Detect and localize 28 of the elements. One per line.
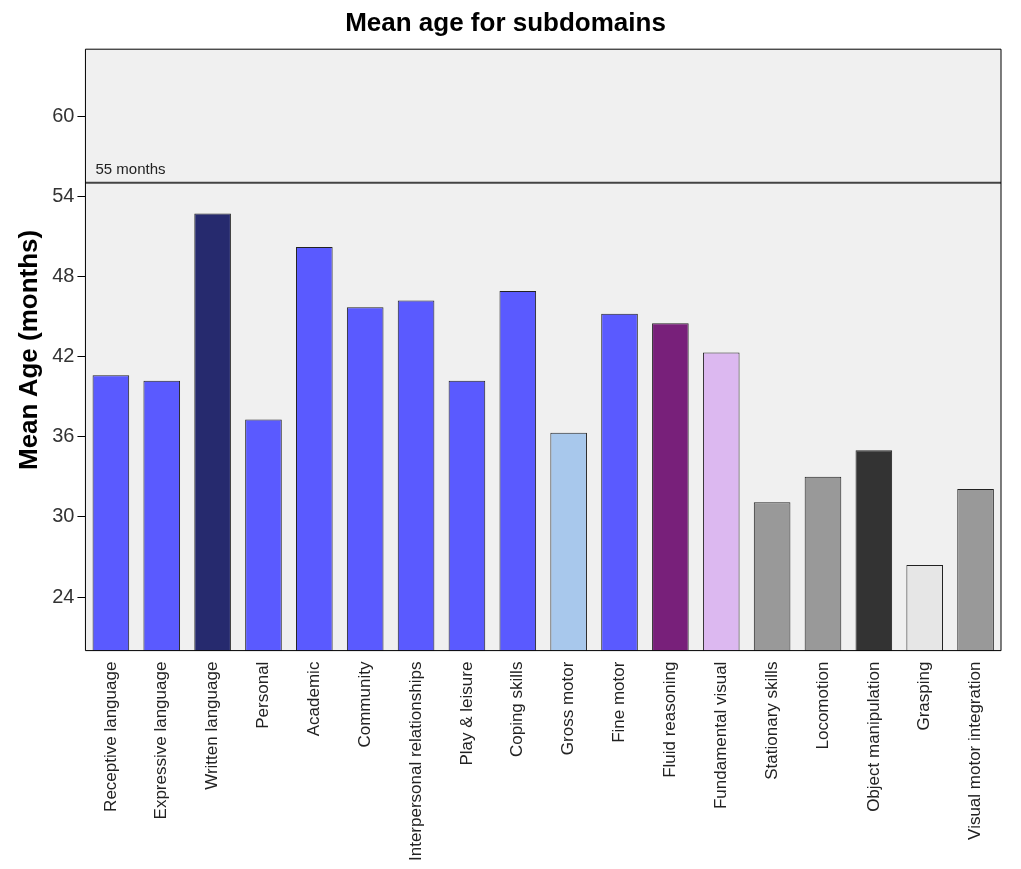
x-tick-label: Coping skills (507, 661, 527, 758)
x-tick-label: Receptive language (100, 661, 120, 812)
y-tick-label: 54 (52, 183, 75, 206)
y-tick-label: 36 (52, 424, 75, 447)
x-tick-label: Gross motor (558, 661, 578, 756)
y-tick-label: 30 (52, 504, 75, 527)
x-tick-label: Academic (304, 661, 324, 737)
y-tick-label: 60 (52, 103, 75, 126)
x-tick-label: Expressive language (151, 661, 171, 820)
chart-title: Mean age for subdomains (345, 6, 666, 37)
x-tick-label: Play & leisure (456, 661, 476, 766)
x-tick-label: Fine motor (609, 661, 629, 743)
ref-line-label: 55 months (95, 160, 166, 178)
x-tick-label: Fluid reasoning (660, 661, 680, 778)
y-tick-label: 48 (52, 263, 75, 286)
x-tick-label: Grasping (914, 661, 934, 731)
x-tick-label: Personal (253, 661, 273, 729)
x-tick-label: Locomotion (812, 661, 832, 750)
x-tick-label: Object manipulation (863, 661, 883, 812)
x-tick-label: Interpersonal relationships (405, 661, 425, 862)
y-tick-label: 24 (52, 584, 75, 607)
y-tick-label: 42 (52, 344, 75, 367)
x-tick-label: Community (354, 661, 374, 748)
x-tick-label: Written language (202, 661, 222, 790)
x-tick-label: Visual motor integration (965, 661, 985, 840)
x-tick-label: Fundamental visual (710, 661, 730, 810)
x-tick-label: Stationary skills (761, 661, 781, 780)
y-axis-title: Mean Age (months) (12, 229, 43, 471)
